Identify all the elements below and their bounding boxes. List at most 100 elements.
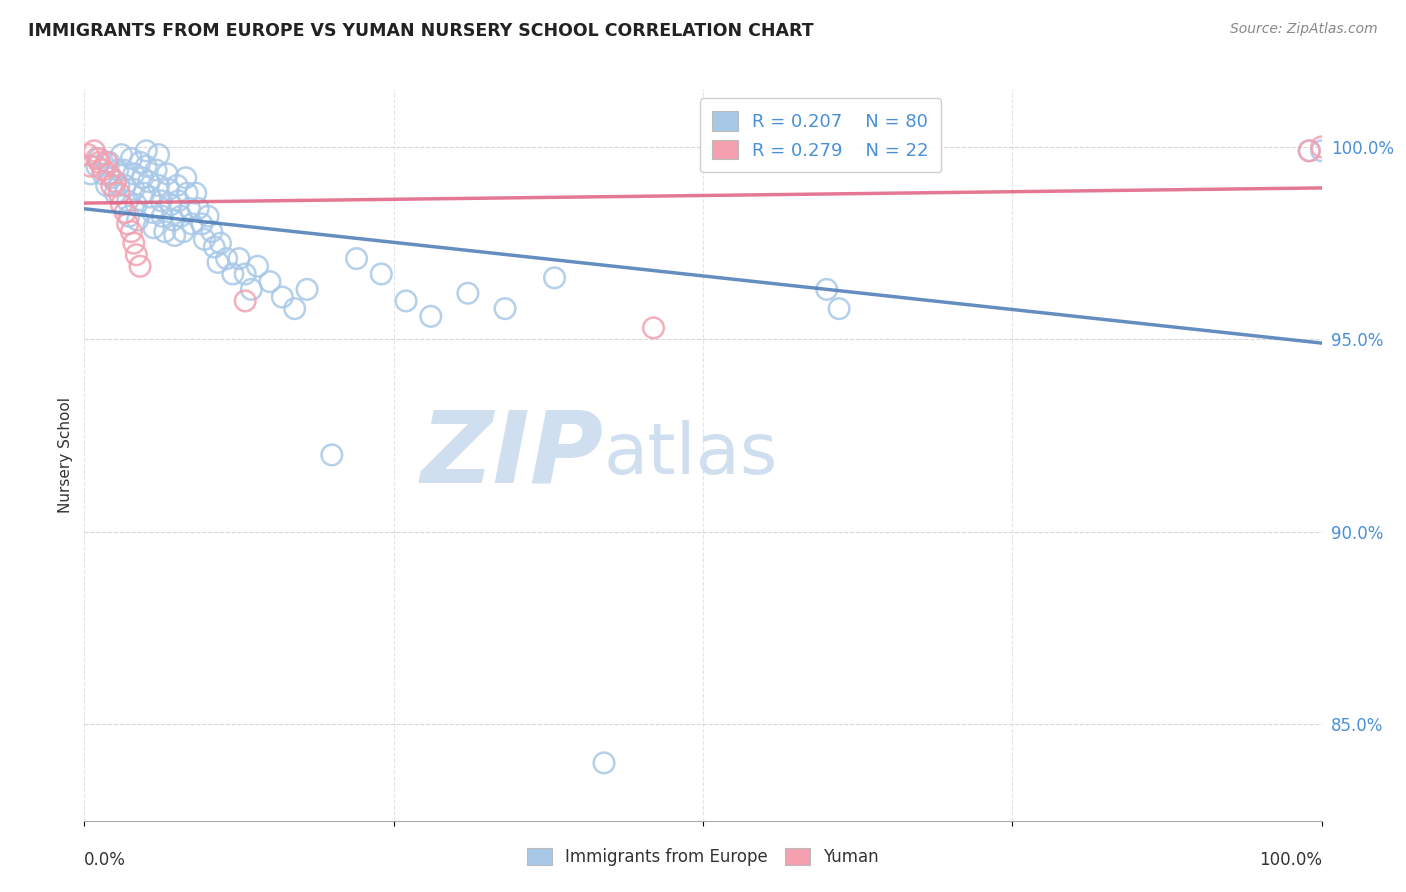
Point <box>494 301 516 316</box>
Point <box>346 252 368 266</box>
Point <box>170 209 193 223</box>
Point <box>135 159 157 173</box>
Point <box>153 225 176 239</box>
Point <box>108 186 131 201</box>
Point <box>215 252 238 266</box>
Point <box>91 167 114 181</box>
Point <box>643 321 665 335</box>
Point <box>172 225 194 239</box>
Point <box>79 159 101 173</box>
Point <box>86 152 108 166</box>
Point <box>150 209 173 223</box>
Point <box>145 163 167 178</box>
Point <box>191 217 214 231</box>
Point <box>110 147 132 161</box>
Point <box>110 197 132 211</box>
Point <box>321 448 343 462</box>
Point <box>86 159 108 173</box>
Point <box>202 240 225 254</box>
Point <box>233 293 256 308</box>
Point <box>122 182 145 196</box>
Point <box>100 178 122 193</box>
Point <box>543 270 565 285</box>
Point <box>142 220 165 235</box>
Point <box>79 167 101 181</box>
Point <box>117 194 139 208</box>
Point <box>295 282 318 296</box>
Legend: Immigrants from Europe, Yuman: Immigrants from Europe, Yuman <box>520 841 886 873</box>
Point <box>1310 140 1333 154</box>
Point <box>1298 144 1320 158</box>
Point <box>132 186 155 201</box>
Point <box>98 155 121 169</box>
Text: 0.0%: 0.0% <box>84 851 127 869</box>
Point <box>419 310 441 324</box>
Point <box>593 756 616 770</box>
Point <box>129 155 152 169</box>
Point <box>1310 144 1333 158</box>
Point <box>89 152 111 166</box>
Point <box>187 202 209 216</box>
Point <box>107 163 129 178</box>
Point <box>162 213 184 227</box>
Point <box>114 178 136 193</box>
Text: 100.0%: 100.0% <box>1258 851 1322 869</box>
Point <box>104 175 127 189</box>
Point <box>131 170 153 185</box>
Point <box>129 260 152 274</box>
Point <box>209 236 232 251</box>
Point <box>122 236 145 251</box>
Point <box>148 147 170 161</box>
Point <box>108 178 131 193</box>
Point <box>118 209 141 223</box>
Point <box>167 194 190 208</box>
Point <box>284 301 307 316</box>
Point <box>228 252 250 266</box>
Point <box>174 170 197 185</box>
Y-axis label: Nursery School: Nursery School <box>58 397 73 513</box>
Point <box>457 286 479 301</box>
Point <box>259 275 281 289</box>
Point <box>370 267 392 281</box>
Point <box>139 190 162 204</box>
Point <box>160 197 183 211</box>
Point <box>141 205 163 219</box>
Text: Source: ZipAtlas.com: Source: ZipAtlas.com <box>1230 22 1378 37</box>
Point <box>395 293 418 308</box>
Point <box>157 182 180 196</box>
Point <box>201 225 224 239</box>
Point <box>1298 144 1320 158</box>
Legend: R = 0.207    N = 80, R = 0.279    N = 22: R = 0.207 N = 80, R = 0.279 N = 22 <box>700 98 941 172</box>
Point <box>120 225 142 239</box>
Point <box>184 186 207 201</box>
Point <box>138 175 160 189</box>
Point <box>828 301 851 316</box>
Point <box>83 144 105 158</box>
Point <box>120 152 142 166</box>
Point <box>176 186 198 201</box>
Point <box>91 163 114 178</box>
Point <box>148 178 170 193</box>
Text: atlas: atlas <box>605 420 779 490</box>
Point <box>815 282 838 296</box>
Text: ZIP: ZIP <box>420 407 605 503</box>
Point <box>193 232 215 246</box>
Point <box>135 144 157 158</box>
Point <box>77 147 100 161</box>
Point <box>112 163 135 178</box>
Point <box>125 248 148 262</box>
Point <box>197 209 219 223</box>
Point <box>246 260 269 274</box>
Point <box>166 178 188 193</box>
Point <box>125 197 148 211</box>
Point <box>98 167 121 181</box>
Point <box>127 213 149 227</box>
Point <box>163 228 186 243</box>
Point <box>207 255 229 269</box>
Point <box>96 155 118 169</box>
Point <box>114 205 136 219</box>
Point <box>117 217 139 231</box>
Point <box>104 186 127 201</box>
Point <box>240 282 263 296</box>
Point <box>100 170 122 185</box>
